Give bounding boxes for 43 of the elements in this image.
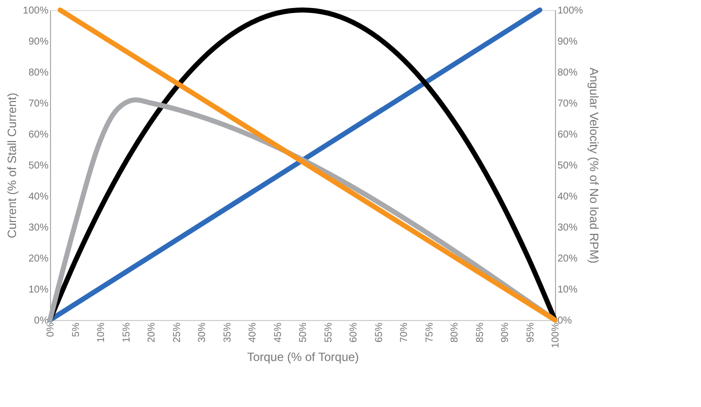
x-tick-label: 80% bbox=[450, 322, 460, 343]
y-tick-label: 90% bbox=[28, 36, 49, 48]
x-tick-label: 65% bbox=[374, 322, 385, 343]
x-tick-label: 95% bbox=[525, 322, 536, 343]
x-tick-label: 20% bbox=[146, 322, 158, 343]
y2-tick-label: 90% bbox=[558, 36, 578, 48]
y-axis-title: Current (% of Stall Current) bbox=[4, 92, 19, 238]
x-tick-label: 25% bbox=[172, 322, 183, 343]
x-axis-title: Torque (% of Torque) bbox=[247, 350, 359, 364]
y2-tick-label: 50% bbox=[558, 160, 578, 172]
y2-tick-label: 30% bbox=[558, 222, 578, 234]
x-tick-label: 100% bbox=[550, 322, 562, 348]
x-tick-label: 5% bbox=[70, 322, 82, 337]
y-tick-label: 70% bbox=[28, 98, 49, 110]
y-tick-label: 50% bbox=[28, 160, 49, 172]
x-tick-label: 90% bbox=[500, 322, 511, 343]
x-tick-label: 50% bbox=[298, 322, 309, 343]
y-tick-label: 30% bbox=[28, 222, 49, 234]
y-tick-label: 100% bbox=[22, 6, 49, 16]
y-tick-label: 20% bbox=[28, 254, 49, 264]
x-tick-label: 70% bbox=[399, 322, 410, 343]
x-tick-label: 40% bbox=[248, 322, 258, 343]
y-tick-label: 80% bbox=[28, 68, 49, 78]
y2-tick-label: 60% bbox=[558, 130, 578, 140]
y2-axis-title: Angular Velocity (% of No load RPM) bbox=[587, 67, 602, 264]
x-tick-label: 55% bbox=[323, 322, 334, 343]
y-tick-label: 40% bbox=[28, 192, 49, 202]
y2-tick-label: 80% bbox=[558, 68, 578, 78]
x-tick-label: 85% bbox=[474, 322, 486, 343]
y2-tick-label: 20% bbox=[558, 254, 578, 264]
x-tick-label: 45% bbox=[272, 322, 284, 343]
x-tick-label: 15% bbox=[121, 322, 132, 343]
x-tick-label: 75% bbox=[424, 322, 436, 343]
y2-tick-label: 10% bbox=[558, 284, 578, 296]
y2-tick-label: 70% bbox=[558, 98, 578, 110]
y2-tick-label: 40% bbox=[558, 192, 578, 202]
x-tick-label: 60% bbox=[348, 322, 360, 343]
y-tick-label: 10% bbox=[28, 284, 49, 296]
x-tick-label: 30% bbox=[197, 322, 208, 343]
x-tick-label: 35% bbox=[222, 322, 234, 343]
y2-tick-label: 100% bbox=[558, 6, 584, 16]
x-tick-label: 10% bbox=[96, 322, 107, 343]
y-tick-label: 60% bbox=[28, 130, 49, 140]
